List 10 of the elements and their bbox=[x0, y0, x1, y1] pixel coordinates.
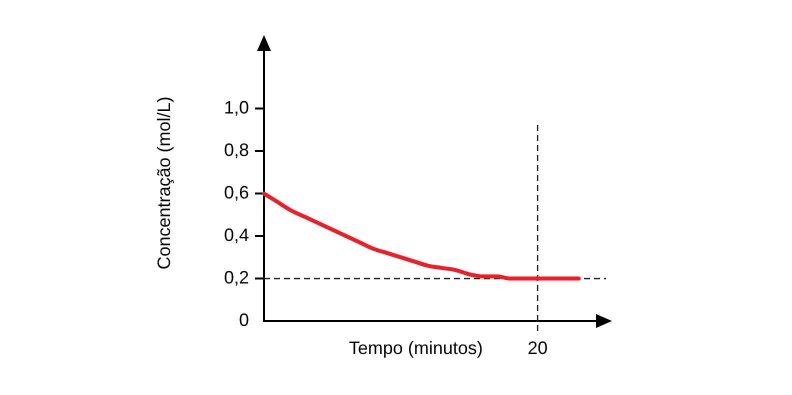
y-tick-label: 0,2 bbox=[224, 268, 249, 288]
x-axis-title: Tempo (minutos) bbox=[348, 338, 483, 358]
line-series bbox=[262, 192, 581, 281]
y-tick-label: 0 bbox=[238, 310, 249, 330]
y-tick-label: 0,4 bbox=[224, 225, 249, 246]
y-tick-label: 0,8 bbox=[224, 140, 249, 160]
y-axis-title: Concentração (mol/L) bbox=[154, 96, 174, 270]
x-tick-label: 20 bbox=[528, 338, 548, 358]
y-tick-label: 1,0 bbox=[224, 98, 249, 118]
y-tick-label: 0,6 bbox=[224, 182, 249, 203]
